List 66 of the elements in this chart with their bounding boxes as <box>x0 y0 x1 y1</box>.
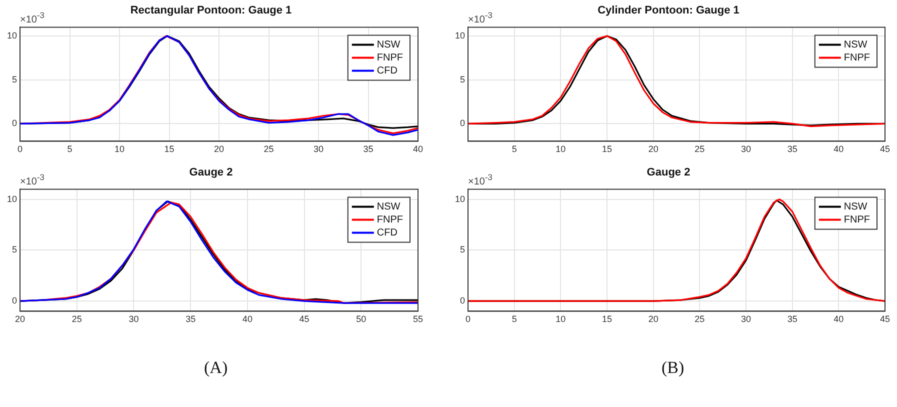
x-tick-label: 25 <box>694 314 705 324</box>
x-tick-label: 35 <box>787 314 798 324</box>
legend-label: FNPF <box>844 214 870 226</box>
x-tick-label: 35 <box>186 314 196 324</box>
y-tick-label: 0 <box>12 118 18 128</box>
y-tick-label: 10 <box>6 30 18 40</box>
chart-title: Gauge 2 <box>189 166 233 179</box>
legend-label: FNPF <box>376 214 403 226</box>
chart-title: Rectangular Pontoon: Gauge 1 <box>130 4 292 17</box>
y-tick-label: 10 <box>454 194 466 204</box>
text: (A) <box>204 358 228 378</box>
legend-label: FNPF <box>844 52 870 64</box>
x-tick-label: 20 <box>214 144 224 154</box>
x-tick-label: 30 <box>128 314 139 324</box>
x-tick-label: 45 <box>880 314 890 324</box>
x-tick-label: 30 <box>740 314 752 324</box>
text: ×10$^{-3}$ <box>468 172 492 188</box>
x-tick-label: 5 <box>512 314 517 324</box>
y-tick-label: 10 <box>454 30 466 40</box>
x-tick-label: 10 <box>556 314 566 324</box>
x-tick-label: 35 <box>787 144 798 154</box>
x-tick-label: 5 <box>512 144 517 154</box>
x-tick-label: 10 <box>114 144 125 154</box>
x-tick-label: 40 <box>412 144 424 154</box>
x-tick-label: 20 <box>648 144 658 154</box>
x-tick-label: 40 <box>834 314 844 324</box>
x-tick-label: 10 <box>556 144 566 154</box>
x-tick-label: 25 <box>694 144 705 154</box>
y-tick-label: 5 <box>460 74 466 84</box>
text: ×10$^{-3}$ <box>20 10 44 26</box>
y-tick-label: 5 <box>12 244 18 255</box>
x-tick-label: 15 <box>602 314 612 324</box>
legend-label: NSW <box>844 39 868 50</box>
legend-label: CFD <box>376 65 398 76</box>
y-tick-label: 5 <box>460 244 466 255</box>
chart-title: Gauge 2 <box>646 166 690 179</box>
x-tick-label: 20 <box>648 314 658 324</box>
x-tick-label: 15 <box>164 144 174 154</box>
legend-label: CFD <box>376 227 398 238</box>
legend-label: FNPF <box>376 52 403 64</box>
x-tick-label: 20 <box>15 314 26 324</box>
legend-label: NSW <box>376 201 401 212</box>
x-tick-label: 5 <box>67 144 72 154</box>
x-tick-label: 55 <box>412 314 424 324</box>
legend-label: NSW <box>844 201 868 212</box>
chart-title: Cylinder Pontoon: Gauge 1 <box>598 4 740 17</box>
text: (B) <box>662 358 684 378</box>
y-tick-label: 5 <box>12 74 18 84</box>
text: ×10$^{-3}$ <box>468 10 492 26</box>
x-tick-label: 30 <box>740 144 752 154</box>
x-tick-label: 15 <box>602 144 612 154</box>
text: ×10$^{-3}$ <box>20 172 44 188</box>
x-tick-label: 45 <box>880 144 890 154</box>
x-tick-label: 25 <box>264 144 274 154</box>
y-tick-label: 0 <box>12 296 18 306</box>
x-tick-label: 40 <box>242 314 252 324</box>
y-tick-label: 0 <box>460 118 466 128</box>
x-tick-label: 25 <box>72 314 82 324</box>
legend-label: NSW <box>376 39 401 50</box>
x-tick-label: 35 <box>363 144 374 154</box>
y-tick-label: 10 <box>6 194 18 204</box>
x-tick-label: 45 <box>299 314 310 324</box>
x-tick-label: 50 <box>356 314 366 324</box>
x-tick-label: 30 <box>313 144 324 154</box>
x-tick-label: 40 <box>834 144 844 154</box>
y-tick-label: 0 <box>460 296 466 306</box>
